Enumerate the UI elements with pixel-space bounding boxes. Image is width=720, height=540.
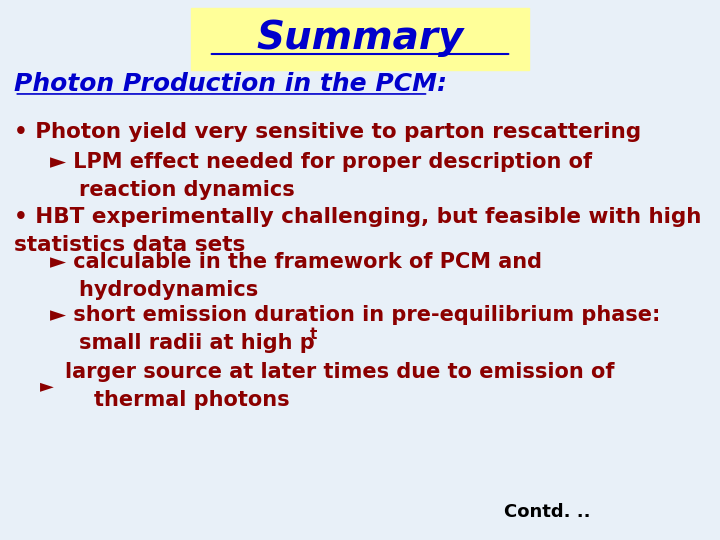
- Text: larger source at later times due to emission of
    thermal photons: larger source at later times due to emis…: [65, 362, 614, 410]
- Text: t: t: [310, 327, 317, 342]
- FancyBboxPatch shape: [191, 8, 529, 70]
- Text: Summary: Summary: [256, 19, 464, 57]
- Text: ► LPM effect needed for proper description of
    reaction dynamics: ► LPM effect needed for proper descripti…: [50, 152, 593, 199]
- Text: Photon Production in the PCM:: Photon Production in the PCM:: [14, 72, 447, 96]
- Text: ► short emission duration in pre-equilibrium phase:
    small radii at high p: ► short emission duration in pre-equilib…: [50, 306, 661, 353]
- Text: ►: ►: [40, 377, 53, 395]
- Text: ► calculable in the framework of PCM and
    hydrodynamics: ► calculable in the framework of PCM and…: [50, 253, 542, 300]
- Text: • Photon yield very sensitive to parton rescattering: • Photon yield very sensitive to parton …: [14, 122, 642, 143]
- Text: Contd. ..: Contd. ..: [504, 503, 590, 521]
- Text: • HBT experimentally challenging, but feasible with high
statistics data sets: • HBT experimentally challenging, but fe…: [14, 207, 702, 255]
